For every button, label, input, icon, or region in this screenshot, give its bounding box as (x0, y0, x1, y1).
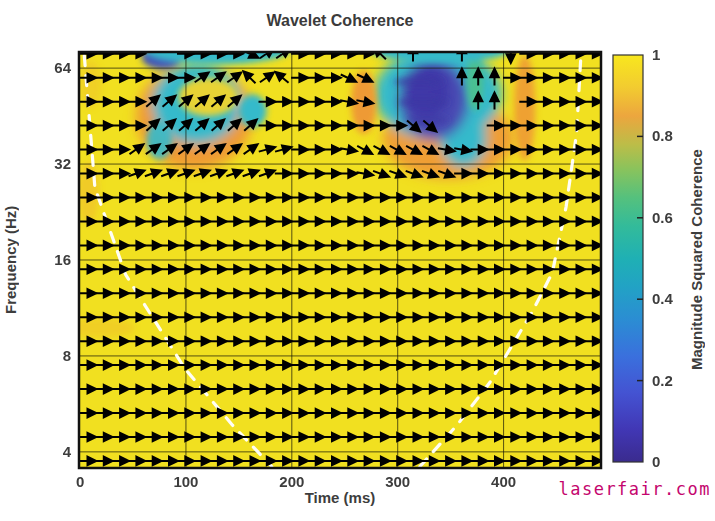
x-tick-label: 100 (173, 473, 198, 490)
y-tick-label: 8 (63, 347, 71, 364)
low-coherence-blob (398, 97, 449, 107)
low-coherence-blob (146, 36, 290, 65)
colorbar-tick-label: 0.4 (652, 290, 674, 307)
x-tick-label: 200 (279, 473, 304, 490)
low-coherence-blob (403, 63, 450, 121)
low-coherence-blob (393, 77, 444, 87)
colorbar-tick-label: 0.2 (652, 372, 673, 389)
low-coherence-blob (65, 318, 135, 337)
x-tick-label: 300 (385, 473, 410, 490)
plot-canvas: 1 0.8 0.6 0.4 0.2 0 0 100 200 300 400 64 32 16 8 4 (0, 0, 715, 521)
colorbar-tick-label: 1 (652, 46, 660, 63)
y-tick-label: 32 (54, 155, 71, 172)
x-tick-label: 400 (491, 473, 516, 490)
colorbar-tick-label: 0.6 (652, 209, 673, 226)
wavelet-coherence-figure: Wavelet Coherence Frequency (Hz) Time (m… (0, 0, 715, 521)
colorbar-tick-label: 0 (652, 453, 660, 470)
y-tick-label: 16 (54, 251, 71, 268)
low-coherence-blob (514, 55, 535, 161)
colorbar (613, 55, 643, 462)
x-tick-label: 0 (76, 473, 84, 490)
y-tick-label: 64 (54, 59, 71, 76)
colorbar-tick-label: 0.8 (652, 127, 673, 144)
low-coherence-blob (370, 37, 510, 62)
y-tick-label: 4 (63, 443, 72, 460)
